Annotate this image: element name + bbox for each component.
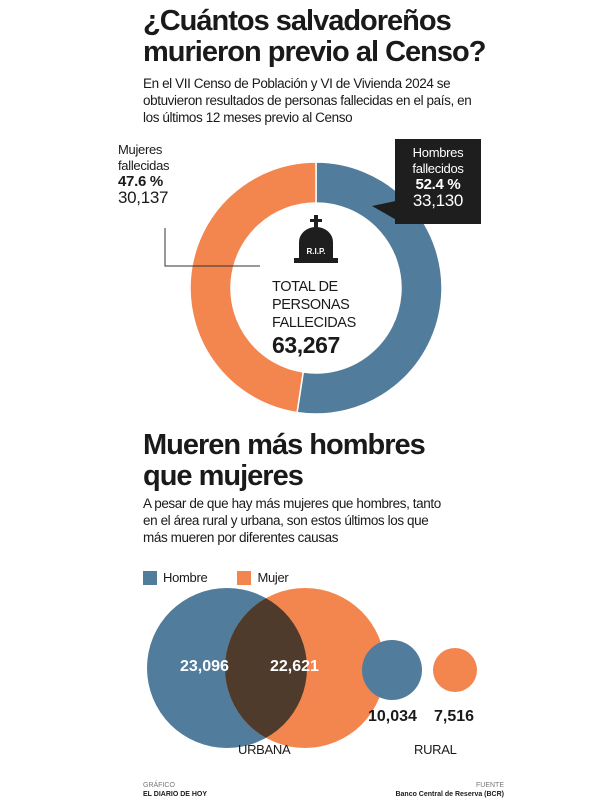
rural-hombre-value: 10,034 xyxy=(368,708,417,725)
mujeres-value: 30,137 xyxy=(118,188,169,207)
rural-mujer-circle xyxy=(433,648,477,692)
donut-center-label: TOTAL DE PERSONAS FALLECIDAS 63,267 xyxy=(272,279,356,358)
mujeres-label: Mujeres fallecidas 47.6 % 30,137 xyxy=(118,142,198,206)
title-line-2: murieron previo al Censo? xyxy=(143,36,486,68)
legend-swatch-mujer xyxy=(237,571,252,585)
svg-text:R.I.P.: R.I.P. xyxy=(307,247,326,256)
section1-title: ¿Cuántos salvadoreños murieron previo al… xyxy=(143,5,486,68)
hombres-callout: Hombres fallecidos 52.4 % 33,130 xyxy=(395,139,481,224)
hombres-value: 33,130 xyxy=(412,191,464,210)
mujeres-leader-line xyxy=(164,228,260,267)
rural-mujer-value: 7,516 xyxy=(434,708,475,725)
section1-description: En el VII Censo de Población y VI de Viv… xyxy=(143,76,472,125)
credit: GRÁFICO EL DIARIO DE HOY xyxy=(143,782,208,798)
urbana-hombre-value: 23,096 xyxy=(180,658,229,675)
hombres-percent: 52.4 % xyxy=(415,176,461,193)
section2-title: Mueren más hombres que mujeres xyxy=(143,429,426,492)
total-value: 63,267 xyxy=(272,332,340,358)
legend-swatch-hombre xyxy=(143,571,157,585)
tombstone-icon: R.I.P. xyxy=(294,215,338,263)
urbana-mujer-value: 22,621 xyxy=(270,658,319,675)
urbana-label: URBANA xyxy=(238,742,291,757)
donut-slice-1 xyxy=(189,161,317,414)
venn-chart xyxy=(147,588,477,748)
urbana-overlap xyxy=(225,588,307,748)
source: FUENTE Banco Central de Reserva (BCR) xyxy=(395,782,504,798)
rural-label: RURAL xyxy=(414,742,457,757)
legend: Hombre Mujer xyxy=(143,570,289,586)
title-line-1: ¿Cuántos salvadoreños xyxy=(143,5,452,37)
mujeres-percent: 47.6 % xyxy=(118,173,163,190)
section2-description: A pesar de que hay más mujeres que hombr… xyxy=(143,496,441,545)
hombres-callout-pointer xyxy=(372,200,400,222)
rural-hombre-circle xyxy=(362,640,422,700)
